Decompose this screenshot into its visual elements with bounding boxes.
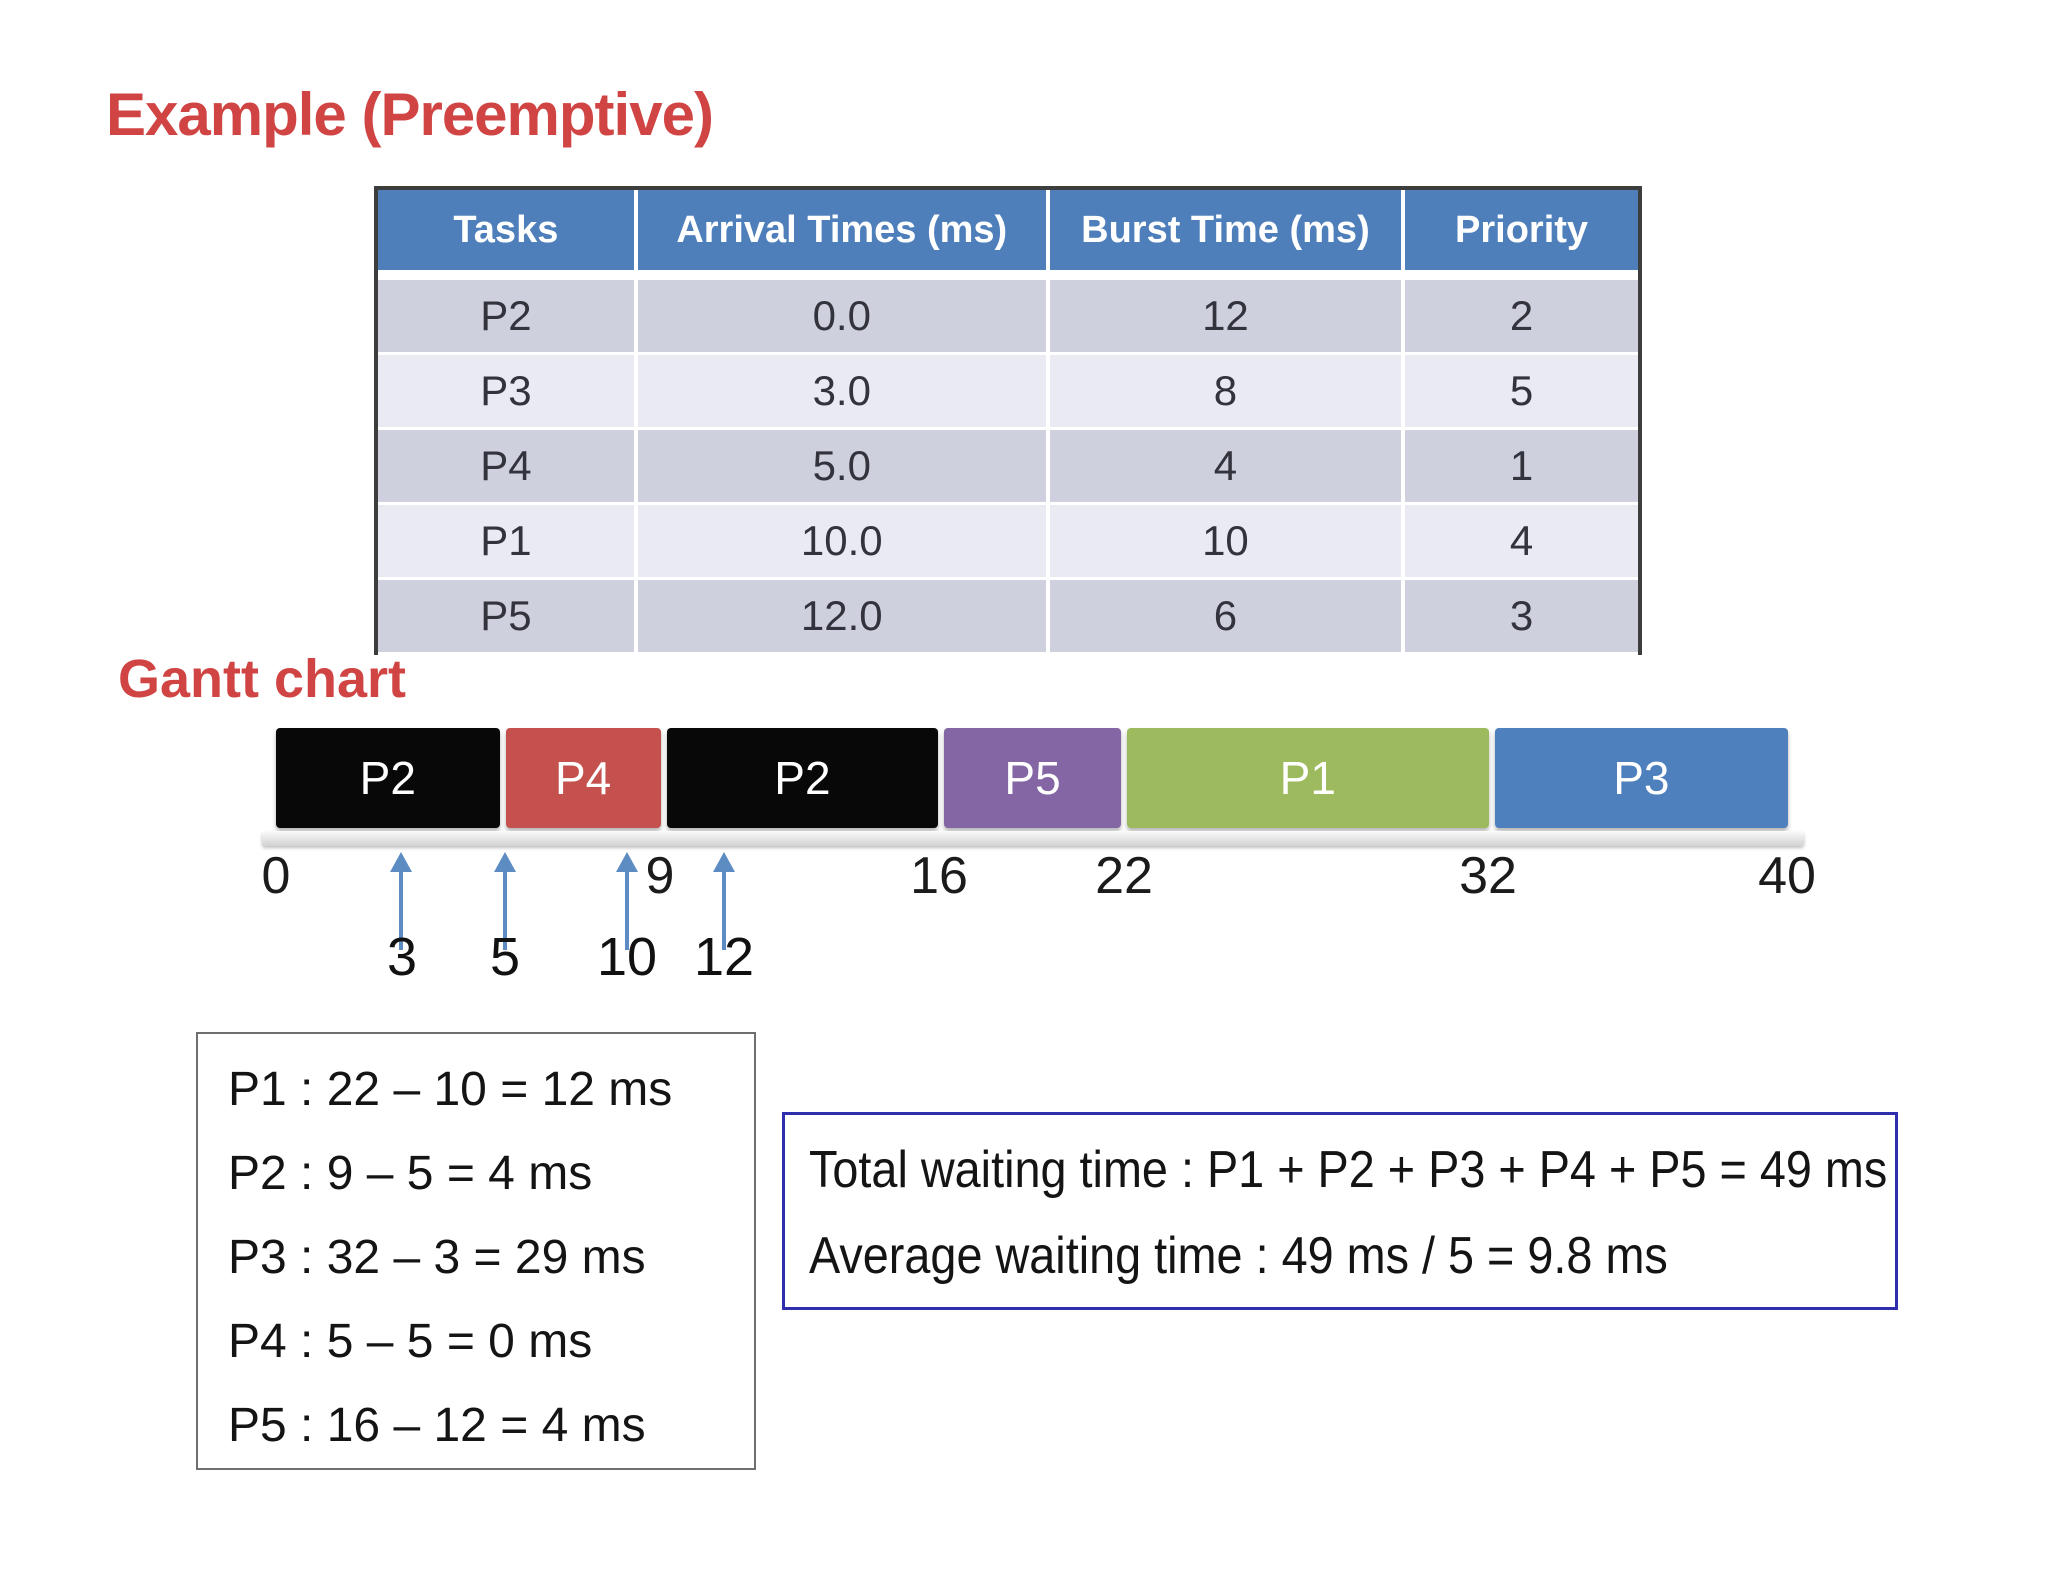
gantt-segment-p3: P3: [1494, 728, 1789, 828]
table-row: P3 3.0 8 5: [378, 355, 1638, 427]
page-title: Example (Preemptive): [106, 81, 714, 148]
average-waiting-time-text: Average waiting time : 49 ms / 5 = 9.8 m…: [809, 1227, 1668, 1285]
table-row: P1 10.0 10 4: [378, 505, 1638, 577]
arrival-labels: 3 5 10 12: [276, 926, 1788, 996]
cell-burst: 12: [1045, 280, 1402, 352]
table-header-row: Tasks Arrival Times (ms) Burst Time (ms)…: [378, 190, 1638, 270]
arrow-stem: [625, 872, 629, 950]
cell-priority: 1: [1401, 430, 1638, 502]
cell-priority: 4: [1401, 505, 1638, 577]
arrow-stem: [722, 872, 726, 950]
cell-priority: 5: [1401, 355, 1638, 427]
gantt-segment-p1: P1: [1126, 728, 1489, 828]
table-row: P4 5.0 4 1: [378, 430, 1638, 502]
axis-tick: 40: [1758, 847, 1816, 905]
waiting-time-p4: P4 : 5 – 5 = 0 ms: [228, 1315, 593, 1368]
table-header-tasks: Tasks: [453, 208, 559, 251]
waiting-time-p1: P1 : 22 – 10 = 12 ms: [228, 1063, 673, 1116]
arrival-arrow-icon: [390, 852, 412, 950]
cell-priority: 2: [1401, 280, 1638, 352]
cell-burst: 6: [1045, 580, 1402, 652]
summary-box: Total waiting time : P1 + P2 + P3 + P4 +…: [782, 1112, 1898, 1310]
cell-arrival: 12.0: [633, 580, 1046, 652]
cell-burst: 10: [1045, 505, 1402, 577]
axis-tick: 22: [1095, 847, 1153, 905]
arrow-head-icon: [390, 852, 412, 872]
table-row: P5 12.0 6 3: [378, 580, 1638, 652]
arrival-time-label: 10: [596, 927, 658, 987]
axis-tick: 32: [1459, 847, 1517, 905]
arrow-head-icon: [494, 852, 516, 872]
waiting-time-p3: P3 : 32 – 3 = 29 ms: [228, 1231, 646, 1284]
cell-arrival: 10.0: [633, 505, 1046, 577]
table-row: P2 0.0 12 2: [378, 280, 1638, 352]
cell-task: P2: [378, 280, 634, 352]
cell-arrival: 5.0: [633, 430, 1046, 502]
arrow-stem: [399, 872, 403, 950]
gantt-chart: P2 P4 P2 P5 P1 P3: [276, 728, 1789, 828]
cell-task: P3: [378, 355, 634, 427]
cell-task: P1: [378, 505, 634, 577]
axis-tick: 9: [645, 847, 675, 905]
cell-task: P4: [378, 430, 634, 502]
gantt-axis: 0 9 16 22 32 40: [262, 846, 1816, 908]
gantt-segment-p2b: P2: [666, 728, 939, 828]
arrival-arrow-icon: [616, 852, 638, 950]
total-waiting-time-text: Total waiting time : P1 + P2 + P3 + P4 +…: [809, 1141, 1888, 1199]
cell-priority: 3: [1401, 580, 1638, 652]
table-header-arrival: Arrival Times (ms): [633, 190, 1046, 270]
average-waiting-time: Average waiting time : 49 ms / 5 = 9.8 m…: [809, 1213, 1895, 1299]
task-table: Tasks Arrival Times (ms) Burst Time (ms)…: [374, 186, 1642, 655]
arrow-head-icon: [616, 852, 638, 872]
gantt-baseline: [262, 831, 1804, 846]
gantt-chart-label: Gantt chart: [118, 649, 407, 709]
waiting-times-box: P1 : 22 – 10 = 12 ms P2 : 9 – 5 = 4 ms P…: [196, 1032, 756, 1470]
arrival-time-label: 3: [386, 927, 418, 987]
waiting-time-p5: P5 : 16 – 12 = 4 ms: [228, 1399, 646, 1452]
arrival-arrows: [276, 852, 1788, 972]
arrow-head-icon: [713, 852, 735, 872]
total-waiting-time: Total waiting time : P1 + P2 + P3 + P4 +…: [809, 1127, 1895, 1213]
table-header-burst: Burst Time (ms): [1045, 190, 1401, 270]
cell-task: P5: [378, 580, 634, 652]
arrival-time-label: 5: [489, 927, 521, 987]
cell-burst: 4: [1045, 430, 1402, 502]
arrival-time-label: 12: [693, 927, 755, 987]
table-header-priority: Priority: [1401, 190, 1638, 270]
arrival-arrow-icon: [713, 852, 735, 950]
cell-burst: 8: [1045, 355, 1402, 427]
arrival-arrow-icon: [494, 852, 516, 950]
arrow-stem: [503, 872, 507, 950]
waiting-time-p2: P2 : 9 – 5 = 4 ms: [228, 1147, 593, 1200]
cell-arrival: 0.0: [633, 280, 1046, 352]
gantt-segment-p5: P5: [944, 728, 1121, 828]
axis-tick: 0: [261, 847, 291, 905]
cell-arrival: 3.0: [633, 355, 1046, 427]
gantt-segment-p4: P4: [505, 728, 661, 828]
gantt-segment-p2a: P2: [276, 728, 500, 828]
axis-tick: 16: [910, 847, 968, 905]
